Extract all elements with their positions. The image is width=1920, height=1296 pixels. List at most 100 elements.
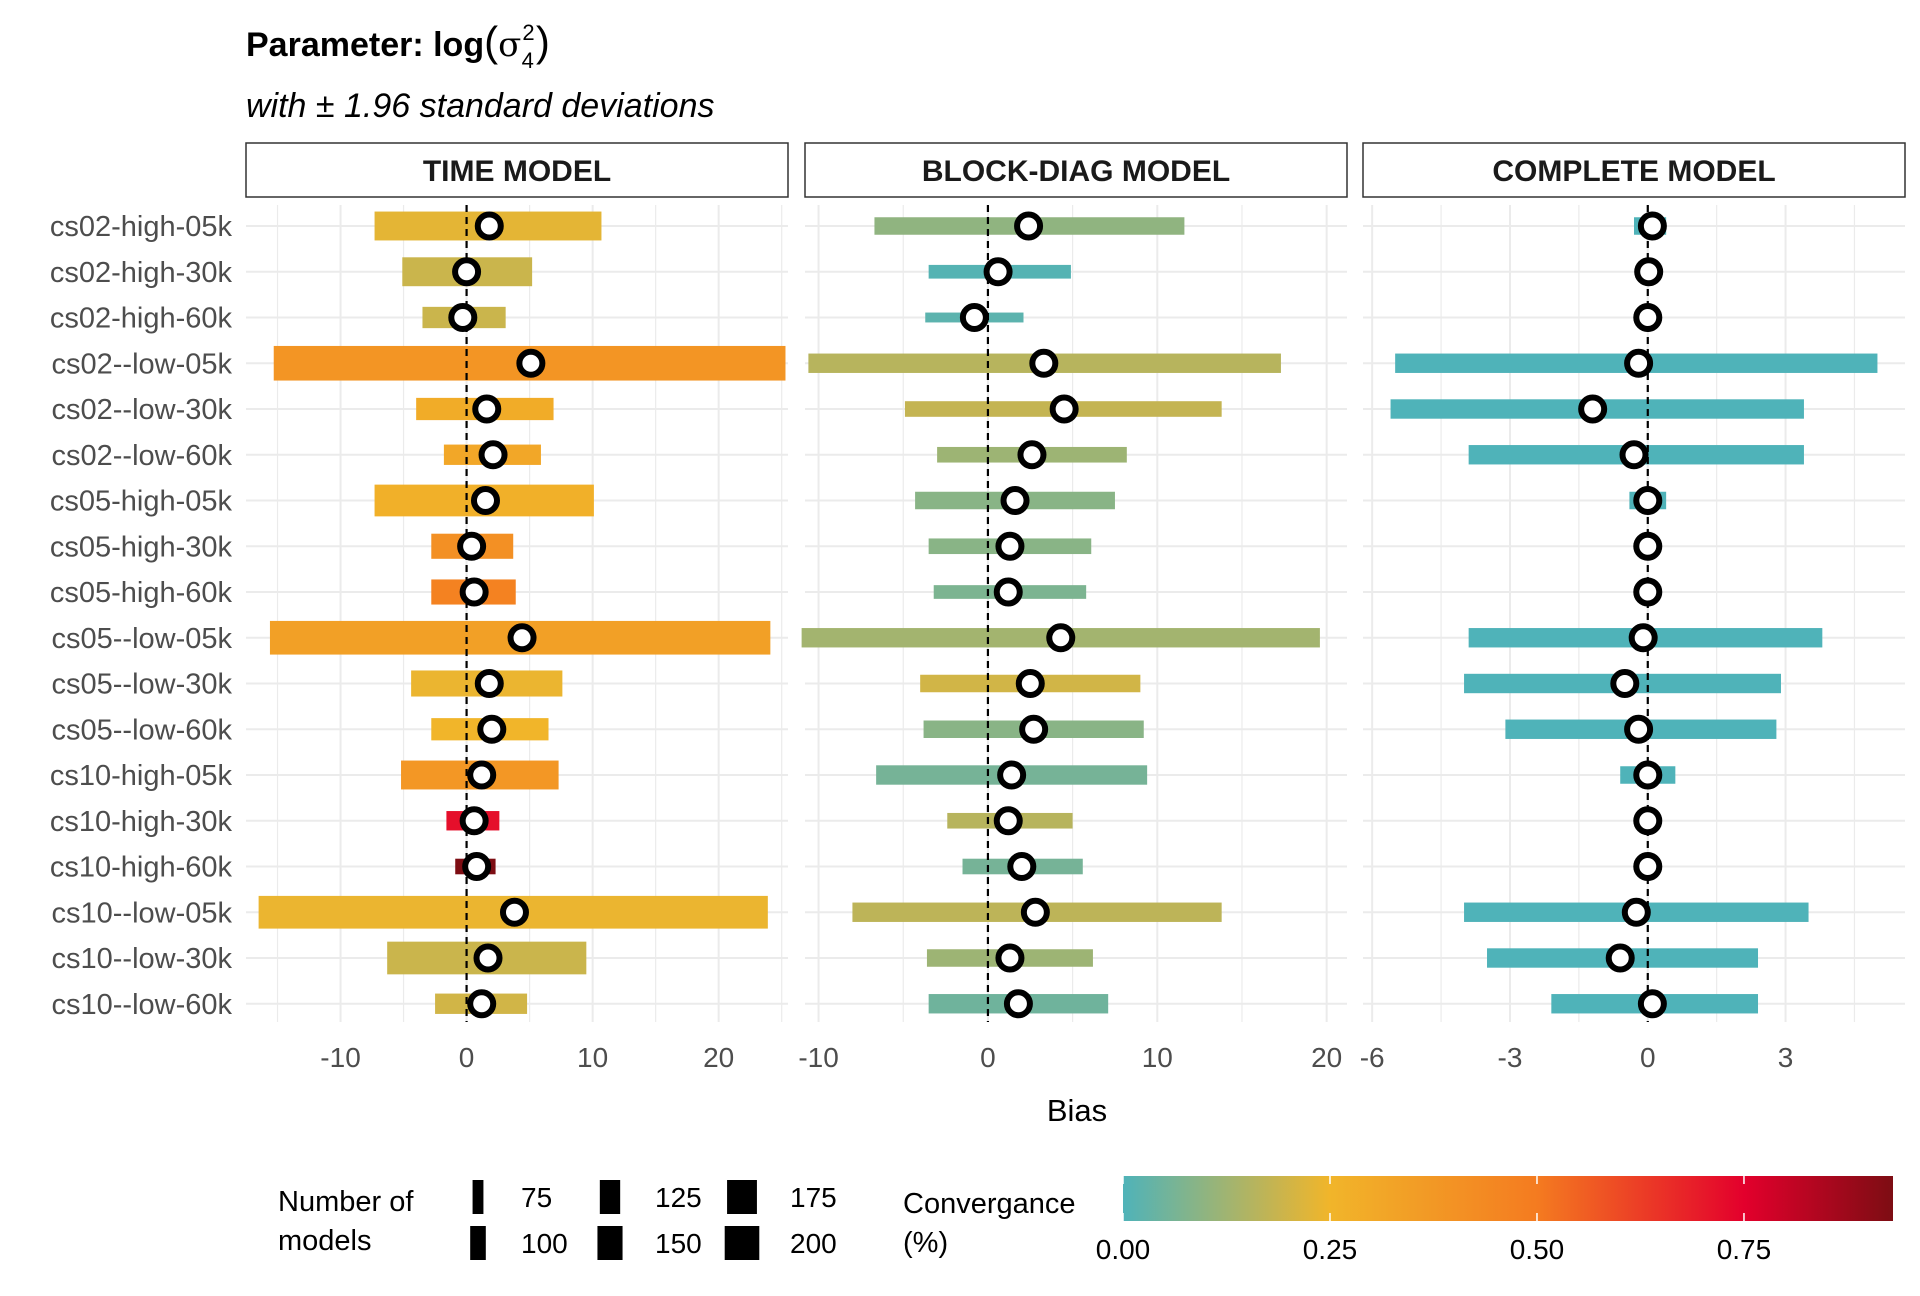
- x-tick-label: -10: [320, 1042, 360, 1073]
- chart-subtitle: with ± 1.96 standard deviations: [246, 87, 715, 125]
- legend-size-key: [472, 1180, 484, 1214]
- bias-point: [1624, 714, 1654, 744]
- legend-title-line: Number of: [278, 1186, 414, 1218]
- bias-point: [474, 211, 504, 241]
- panel-strip: [245, 142, 789, 198]
- bias-point: [1019, 714, 1049, 744]
- legend-size-key: [599, 1180, 621, 1214]
- y-tick-label: cs02--low-05k: [52, 348, 233, 380]
- legend-size-key: [724, 1226, 760, 1260]
- bias-point: [1015, 669, 1045, 698]
- x-tick-label: -6: [1360, 1042, 1385, 1073]
- panel-strip: [1362, 142, 1906, 198]
- bias-point: [477, 714, 507, 744]
- panel-0: TIME MODEL -10 0 10 20: [245, 142, 789, 1073]
- panel-strip-label: COMPLETE MODEL: [1492, 155, 1775, 188]
- y-tick-label: cs10-high-30k: [50, 806, 233, 838]
- bias-point: [1049, 394, 1079, 424]
- y-tick-label: cs05--low-05k: [52, 623, 233, 655]
- y-axis: cs02-high-05k cs02-high-30k cs02-high-60k c…: [50, 211, 233, 1021]
- legend-colorbar-label: 0.00: [1096, 1234, 1151, 1265]
- x-tick-label: 20: [1311, 1042, 1342, 1073]
- bias-point: [462, 852, 492, 881]
- bias-point: [452, 257, 482, 287]
- bias-point: [516, 348, 546, 378]
- bias-point: [1017, 440, 1047, 470]
- y-tick-label: cs10-high-60k: [50, 852, 233, 884]
- y-tick-label: cs10--low-30k: [52, 943, 233, 975]
- panel-1: BLOCK-DIAG MODEL -10 0 10 20: [798, 142, 1348, 1073]
- bias-point: [448, 303, 478, 332]
- title-symbol: σ: [498, 25, 521, 65]
- bias-point: [470, 486, 500, 515]
- chart-title: Parameter: log(σ2 4): [246, 18, 550, 73]
- x-axis-title: Bias: [1047, 1093, 1107, 1128]
- bias-point: [995, 531, 1025, 561]
- bias-point: [1634, 257, 1664, 287]
- bias-point: [1029, 348, 1059, 378]
- y-tick-label: cs02--low-60k: [52, 440, 233, 472]
- bias-point: [1628, 623, 1658, 653]
- y-tick-label: cs05--low-30k: [52, 669, 233, 701]
- x-tick-label: -3: [1498, 1042, 1523, 1073]
- x-tick-label: 0: [1640, 1042, 1656, 1073]
- bias-point: [459, 577, 489, 607]
- bias-point: [1633, 760, 1663, 790]
- bias-point: [1619, 440, 1649, 470]
- legend-size-key: [727, 1180, 757, 1214]
- facet-panels: TIME MODEL -10 0 10 20 BLOCK-DIAG MODEL -10 0 10…: [245, 142, 1906, 1073]
- bias-point: [1046, 623, 1076, 653]
- bias-point: [1003, 989, 1033, 1019]
- x-tick-label: 10: [1142, 1042, 1173, 1073]
- bias-point: [1637, 989, 1667, 1019]
- title-paren-close: ): [536, 18, 550, 65]
- panel-2: COMPLETE MODEL -6 -3 0 3: [1360, 142, 1906, 1073]
- bias-point: [983, 257, 1013, 287]
- y-tick-label: cs05-high-60k: [50, 577, 233, 609]
- y-tick-label: cs05--low-60k: [52, 714, 233, 746]
- legend-size-label: 125: [655, 1182, 702, 1213]
- bias-point: [1633, 806, 1663, 836]
- bias-point: [473, 943, 503, 973]
- y-tick-label: cs02-high-30k: [50, 257, 233, 289]
- bias-point: [457, 531, 487, 561]
- legend-colorbar-label: 0.75: [1717, 1234, 1772, 1265]
- panel-strip-label: TIME MODEL: [423, 155, 611, 188]
- title-paren-open: (: [484, 18, 498, 65]
- bias-point: [1000, 486, 1030, 515]
- bias-point: [507, 623, 537, 653]
- bias-point: [472, 394, 502, 424]
- y-tick-label: cs02-high-60k: [50, 303, 233, 335]
- bias-point: [467, 760, 497, 790]
- bias-point: [993, 577, 1023, 607]
- y-tick-label: cs10--low-05k: [52, 897, 233, 929]
- y-tick-label: cs02-high-05k: [50, 211, 233, 243]
- x-tick-label: 3: [1778, 1042, 1794, 1073]
- y-tick-label: cs10-high-05k: [50, 760, 233, 792]
- x-tick-label: 20: [703, 1042, 734, 1073]
- bias-point: [1610, 669, 1640, 698]
- legend-title-line: Convergance: [903, 1188, 1076, 1220]
- y-tick-label: cs05-high-05k: [50, 486, 233, 518]
- bias-point: [1624, 348, 1654, 378]
- legend-size-label: 150: [655, 1228, 702, 1259]
- bias-point: [1633, 852, 1663, 881]
- y-tick-label: cs02--low-30k: [52, 394, 233, 426]
- bias-point: [1633, 303, 1663, 332]
- title-superscript: 2: [522, 20, 534, 45]
- bias-point: [1637, 211, 1667, 241]
- legend-size-key: [470, 1226, 486, 1260]
- legend-size-label: 175: [790, 1182, 837, 1213]
- legend-colorbar: [1123, 1176, 1893, 1221]
- legend-title-line: (%): [903, 1227, 948, 1259]
- legend-size-label: 75: [521, 1182, 552, 1213]
- bias-point: [993, 806, 1023, 836]
- legend-title-line: models: [278, 1225, 372, 1257]
- bias-point: [459, 806, 489, 836]
- bias-point: [1578, 394, 1608, 424]
- panel-strip: [804, 142, 1348, 198]
- bias-point: [1633, 486, 1663, 515]
- bias-point: [1633, 577, 1663, 607]
- x-tick-label: 0: [980, 1042, 996, 1073]
- bias-point: [467, 989, 497, 1019]
